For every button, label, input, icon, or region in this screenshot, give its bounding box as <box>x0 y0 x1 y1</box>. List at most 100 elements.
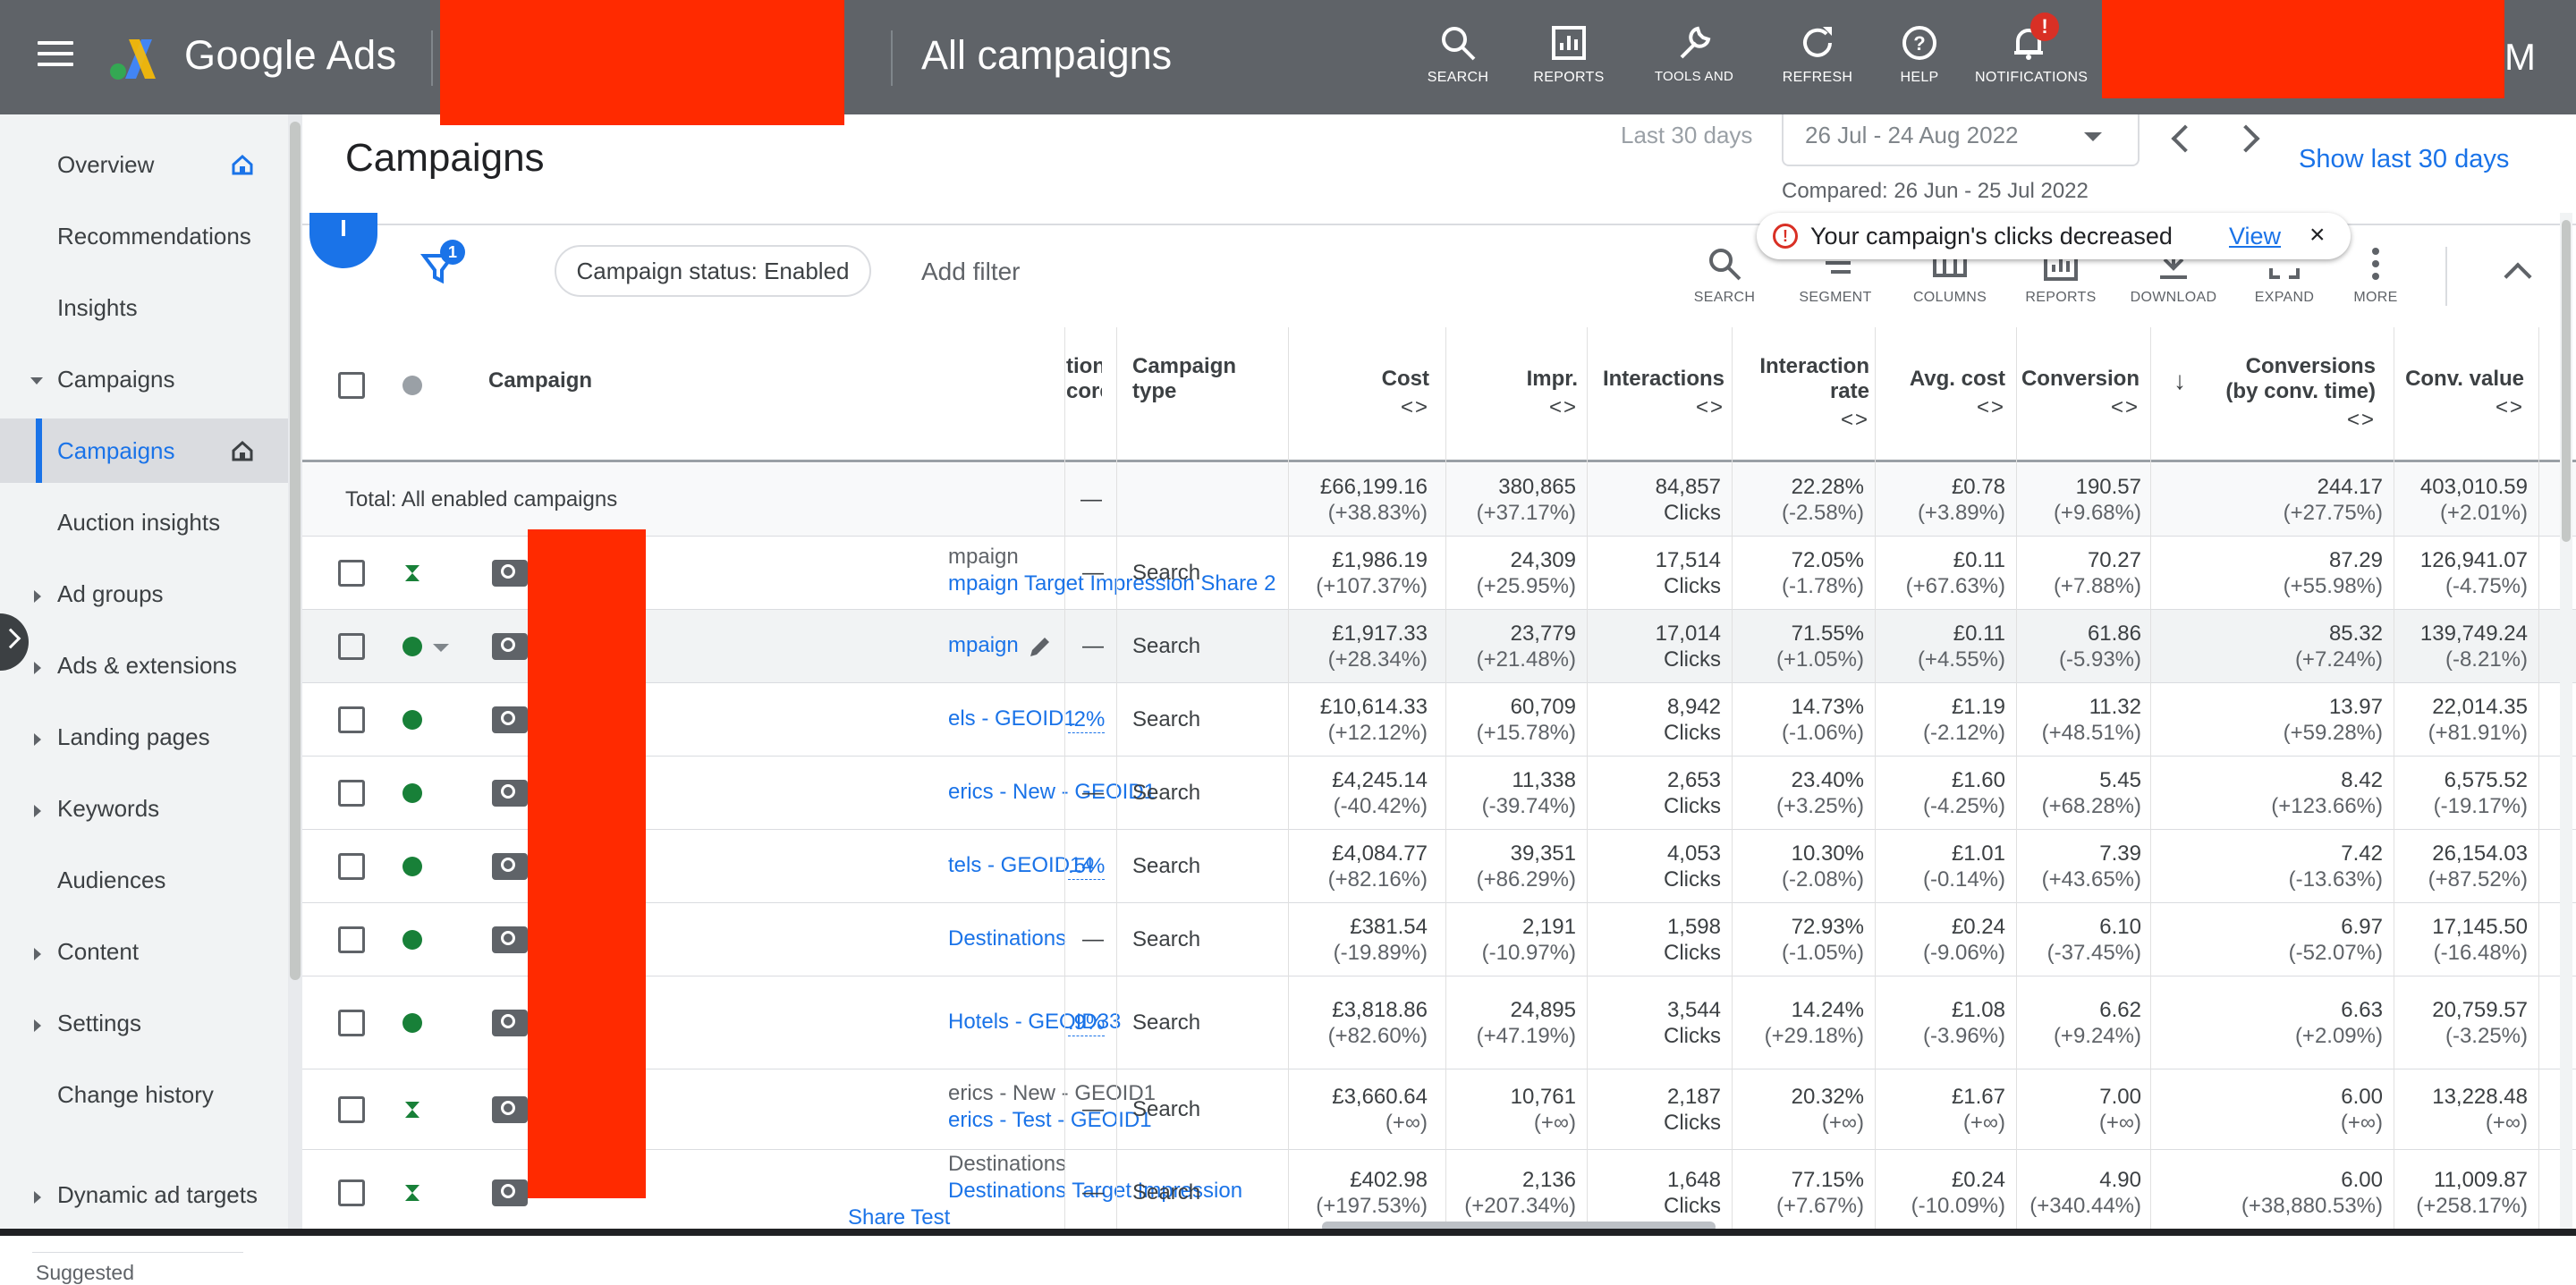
table-row[interactable]: mpaign mpaign Target Impression Share 2— S… <box>302 537 2576 610</box>
metric-change[interactable]: (+12.12%) <box>1327 721 1428 745</box>
row-checkbox[interactable] <box>338 560 365 587</box>
table-row[interactable]: mpaign — Search £1,917.33 (+28.34%) 23,779 (+2… <box>302 610 2576 683</box>
col-header-impr[interactable]: Impr. <> <box>1447 367 1578 501</box>
col-header-conversions[interactable]: Conversion <> <box>2020 367 2140 501</box>
col-header-avg-cost[interactable]: Avg. cost <> <box>1885 367 2005 501</box>
edit-pencil-icon[interactable] <box>1027 633 1054 660</box>
sidebar-item-settings[interactable]: Settings <box>0 991 288 1055</box>
sidebar-item-ad-groups[interactable]: Ad groups <box>0 562 288 626</box>
row-checkbox[interactable] <box>338 1096 365 1123</box>
table-row[interactable]: Destinations — Search £381.54 (-19.89%) 2,191… <box>302 903 2576 976</box>
campaign-name-link[interactable]: erics - Test - GEOID1 <box>948 1108 1152 1132</box>
sidebar-item-campaigns[interactable]: Campaigns <box>0 418 288 483</box>
top-refresh-button[interactable]: REFRESH <box>1764 23 1871 86</box>
metric-change[interactable]: (+28.34%) <box>1327 647 1428 672</box>
google-ads-logo[interactable] <box>106 32 165 82</box>
col-header-conversions-by-conv-time[interactable]: Conversions (by conv. time) <> <box>2211 354 2376 488</box>
table-row[interactable]: Hotels - GEOID33.9% Search £3,818.86 (+82.6… <box>302 976 2576 1069</box>
campaign-name-continued[interactable]: Share Test <box>848 1205 951 1230</box>
sidebar-item-content[interactable]: Content <box>0 919 288 984</box>
metric-change[interactable]: (+21.48%) <box>1476 647 1576 672</box>
col-header-interaction-rate[interactable]: Interaction rate <> <box>1742 354 1869 488</box>
alert-view-link[interactable]: View <box>2229 223 2282 249</box>
top-tools-button[interactable]: TOOLS AND SETTINGS <box>1640 23 1748 84</box>
table-row[interactable]: erics - New - GEOID1— Search £4,245.14 (-40… <box>302 757 2576 830</box>
filter-chip-campaign-status[interactable]: Campaign status: Enabled <box>555 245 871 297</box>
col-header-interactions[interactable]: Interactions <> <box>1587 367 1724 501</box>
previous-period-icon[interactable] <box>2171 124 2199 153</box>
row-checkbox[interactable] <box>338 780 365 807</box>
collapse-chevron-icon[interactable] <box>2504 262 2532 291</box>
campaign-name-link[interactable]: erics - New - GEOID1 <box>948 780 1157 804</box>
sidebar-item-auction-insights[interactable]: Auction insights <box>0 490 288 554</box>
status-enabled-icon[interactable] <box>402 930 422 950</box>
select-all-checkbox[interactable] <box>338 372 365 399</box>
row-checkbox[interactable] <box>338 1179 365 1206</box>
status-enabled-icon[interactable] <box>402 637 422 656</box>
campaign-name-link[interactable]: Destinations Target Impression <box>948 1179 1243 1203</box>
campaign-name-link[interactable]: Hotels - GEOID33 <box>948 1010 1122 1034</box>
top-reports-button[interactable]: REPORTS <box>1515 23 1623 86</box>
next-period-icon[interactable] <box>2232 124 2260 153</box>
col-header-campaign[interactable]: Campaign <box>488 368 593 393</box>
col-header-optimization-score[interactable]: tion core <box>1066 354 1102 403</box>
dropdown-caret-icon[interactable] <box>2084 132 2102 141</box>
add-filter-button[interactable]: Add filter <box>921 258 1021 285</box>
metric-change[interactable]: (-40.42%) <box>1333 794 1428 818</box>
metric-change[interactable]: (+∞) <box>1533 1111 1576 1135</box>
vertical-scrollbar-thumb[interactable] <box>2562 220 2571 542</box>
col-header-campaign-type[interactable]: Campaign type <box>1132 354 1237 403</box>
date-range-picker[interactable]: 26 Jul - 24 Aug 2022 <box>1782 114 2140 166</box>
campaign-name-link[interactable]: mpaign <box>948 633 1019 657</box>
row-checkbox[interactable] <box>338 1010 365 1036</box>
table-row[interactable]: erics - New - GEOID1 erics - Test - GEOID… <box>302 1069 2576 1150</box>
col-header-cost[interactable]: Cost <> <box>1286 367 1429 501</box>
status-pending-icon[interactable] <box>402 1100 422 1120</box>
row-checkbox[interactable] <box>338 706 365 733</box>
row-checkbox[interactable] <box>338 633 365 660</box>
top-help-button[interactable]: ? HELP <box>1866 23 1973 86</box>
sort-descending-icon[interactable]: ↓ <box>2174 367 2186 394</box>
metric-change[interactable]: (+∞) <box>1385 1111 1428 1135</box>
status-dropdown-icon[interactable] <box>433 644 449 652</box>
sidebar-item-change-history[interactable]: Change history <box>0 1062 288 1127</box>
sidebar-item-keywords[interactable]: Keywords <box>0 776 288 841</box>
top-notifications-button[interactable]: NOTIFICATIONS <box>1975 23 2088 86</box>
more-button[interactable]: MORE <box>2326 245 2426 306</box>
campaign-name-link[interactable]: mpaign Target Impression Share 2 <box>948 571 1276 596</box>
sidebar-item-insights[interactable]: Insights <box>0 275 288 340</box>
sidebar-item-ads-extensions[interactable]: Ads & extensions <box>0 633 288 697</box>
metric-change[interactable]: (+15.78%) <box>1476 721 1576 745</box>
table-row[interactable]: tels - GEOID14.5% Search £4,084.77 (+82.16%… <box>302 830 2576 903</box>
row-checkbox[interactable] <box>338 926 365 953</box>
sidebar-item-campaigns-group[interactable]: Campaigns <box>0 347 288 411</box>
sidebar-item-recommendations[interactable]: Recommendations <box>0 204 288 268</box>
table-search-button[interactable]: SEARCH <box>1674 245 1775 306</box>
table-row[interactable]: els - GEOID1.2% Search £10,614.33 (+12.12%)… <box>302 683 2576 757</box>
status-pending-icon[interactable] <box>402 1183 422 1203</box>
status-enabled-icon[interactable] <box>402 783 422 803</box>
metric-change[interactable]: (-10.97%) <box>1481 941 1576 965</box>
status-enabled-icon[interactable] <box>402 710 422 730</box>
metric-change[interactable]: (+82.16%) <box>1327 867 1428 892</box>
sidebar-item-landing-pages[interactable]: Landing pages <box>0 705 288 769</box>
metric-change[interactable]: (+86.29%) <box>1476 867 1576 892</box>
campaign-name-link[interactable]: Destinations <box>948 926 1067 951</box>
show-last-30-days-link[interactable]: Show last 30 days <box>2299 145 2510 173</box>
status-enabled-icon[interactable] <box>402 857 422 876</box>
status-pending-icon[interactable] <box>402 563 422 583</box>
metric-change[interactable]: (-39.74%) <box>1481 794 1576 818</box>
sidebar-item-dynamic-ad-targets[interactable]: Dynamic ad targets <box>0 1162 288 1227</box>
campaign-name-link[interactable]: tels - GEOID14 <box>948 853 1094 877</box>
avatar[interactable]: M <box>2504 36 2536 78</box>
status-enabled-icon[interactable] <box>402 1013 422 1033</box>
top-search-button[interactable]: SEARCH <box>1404 23 1512 86</box>
row-checkbox[interactable] <box>338 853 365 880</box>
metric-change[interactable]: (-19.89%) <box>1333 941 1428 965</box>
close-icon[interactable]: × <box>2309 220 2326 249</box>
sidebar-item-overview[interactable]: Overview <box>0 132 288 197</box>
sidebar-scrollbar-thumb[interactable] <box>290 122 301 980</box>
new-campaign-button[interactable] <box>309 213 377 268</box>
sidebar-item-audiences[interactable]: Audiences <box>0 848 288 912</box>
campaign-name-link[interactable]: els - GEOID1 <box>948 706 1076 731</box>
